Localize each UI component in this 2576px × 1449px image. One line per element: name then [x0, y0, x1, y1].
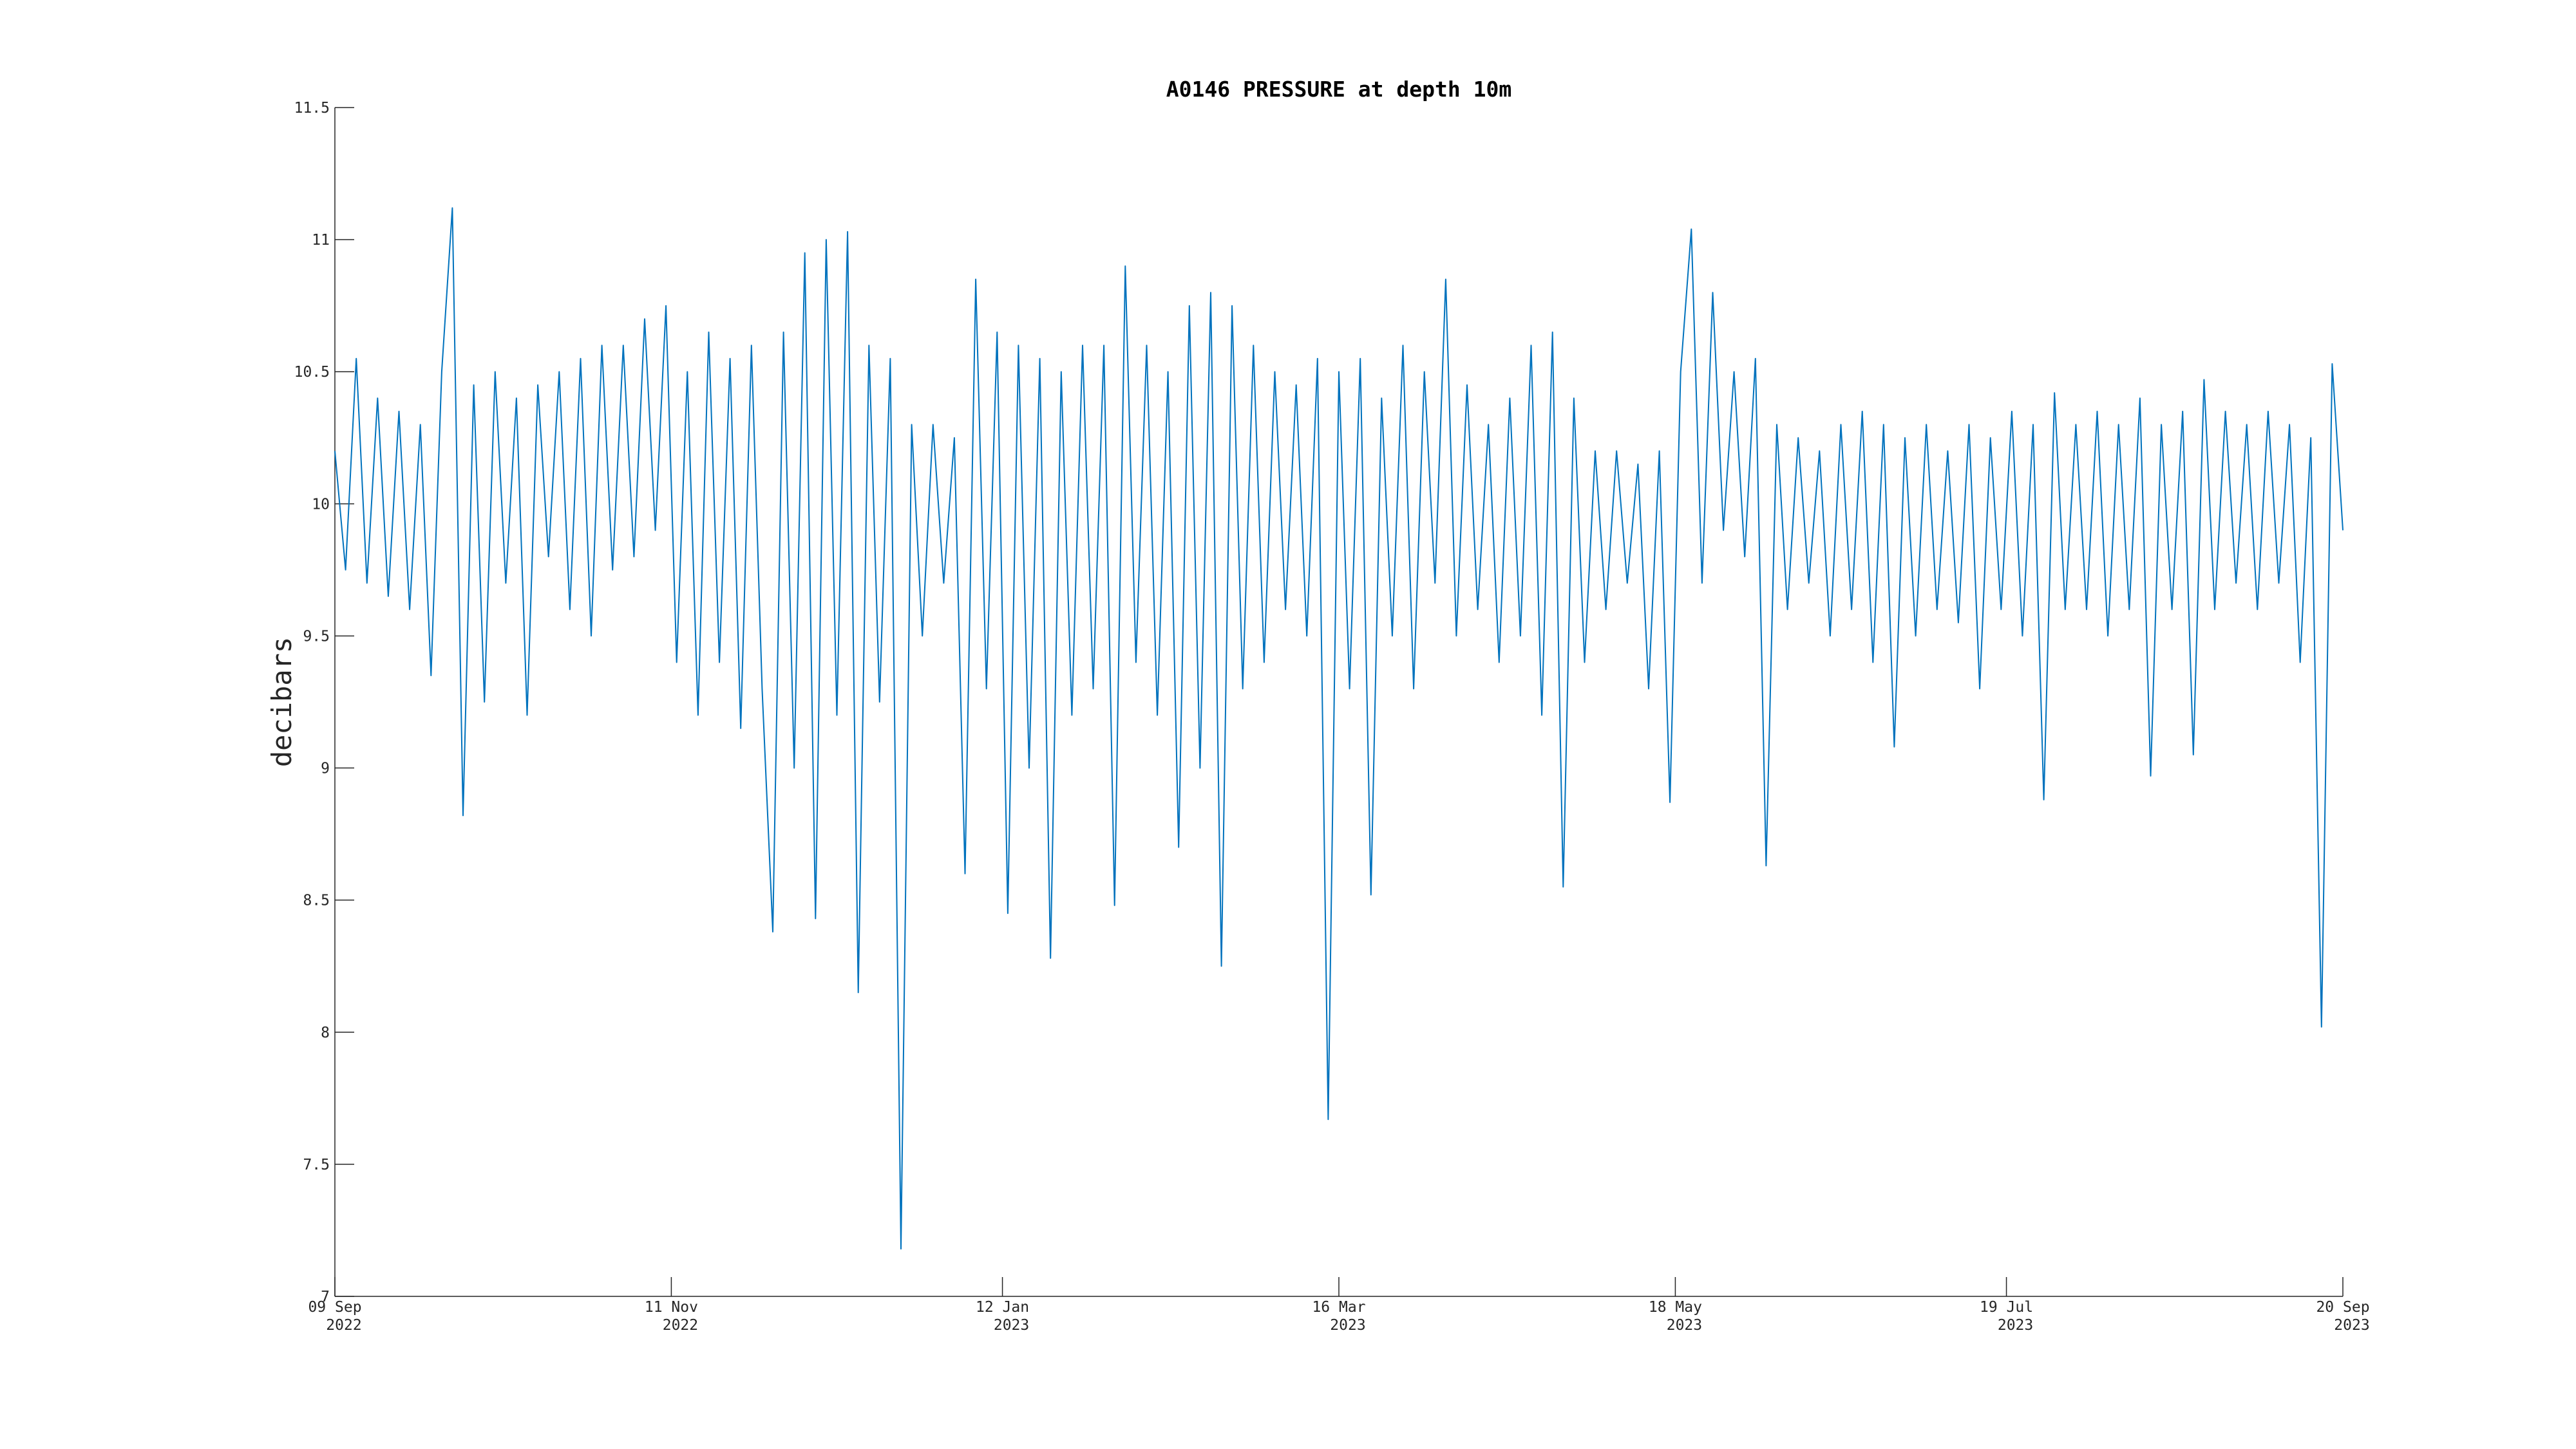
x-tick-label: 2023: [994, 1317, 1029, 1334]
chart-title: A0146 PRESSURE at depth 10m: [1166, 77, 1511, 102]
x-tick-label: 2023: [1998, 1317, 2033, 1334]
y-tick-label: 8.5: [303, 893, 330, 909]
y-tick-label: 7.5: [303, 1157, 330, 1173]
y-tick-label: 8: [321, 1025, 330, 1041]
x-tick-label: 09 Sep: [308, 1299, 361, 1316]
x-tick-label: 2022: [326, 1317, 361, 1334]
x-tick-label: 2023: [2334, 1317, 2369, 1334]
y-tick-label: 9.5: [303, 628, 330, 645]
x-tick-label: 2022: [663, 1317, 698, 1334]
y-tick-label: 10.5: [294, 364, 330, 381]
x-tick-label: 18 May: [1649, 1299, 1702, 1316]
y-axis-label: decibars: [266, 637, 298, 767]
y-tick-label: 9: [321, 761, 330, 777]
data-line: [334, 207, 2344, 1250]
x-tick-label: 20 Sep: [2316, 1299, 2369, 1316]
x-tick-label: 2023: [1330, 1317, 1365, 1334]
x-tick-label: 2023: [1667, 1317, 1702, 1334]
x-tick-label: 19 Jul: [1980, 1299, 2033, 1316]
y-tick-label: 11: [312, 232, 330, 249]
y-tick-label: 10: [312, 496, 330, 513]
y-tick-label: 7: [321, 1289, 330, 1305]
x-tick-label: 16 Mar: [1312, 1299, 1365, 1316]
x-tick-label: 12 Jan: [976, 1299, 1029, 1316]
x-tick-label: 11 Nov: [645, 1299, 698, 1316]
y-tick-label: 11.5: [294, 100, 330, 117]
